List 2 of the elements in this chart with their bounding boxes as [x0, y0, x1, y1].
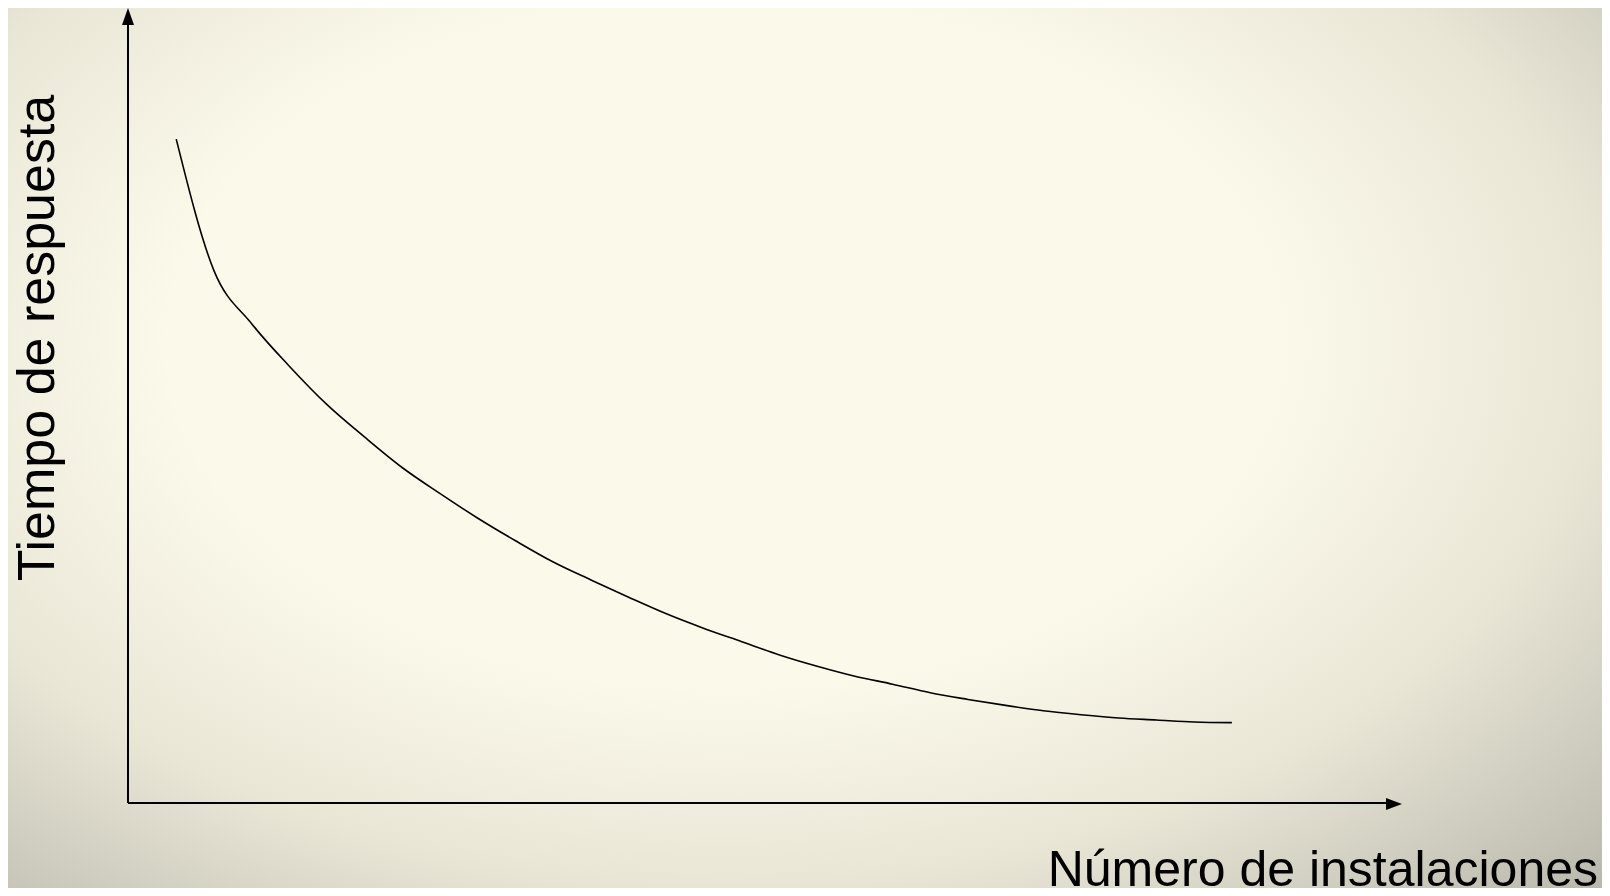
x-axis-title: Número de instalaciones — [1047, 840, 1598, 896]
y-axis-title: Tiempo de respuesta — [6, 94, 66, 582]
